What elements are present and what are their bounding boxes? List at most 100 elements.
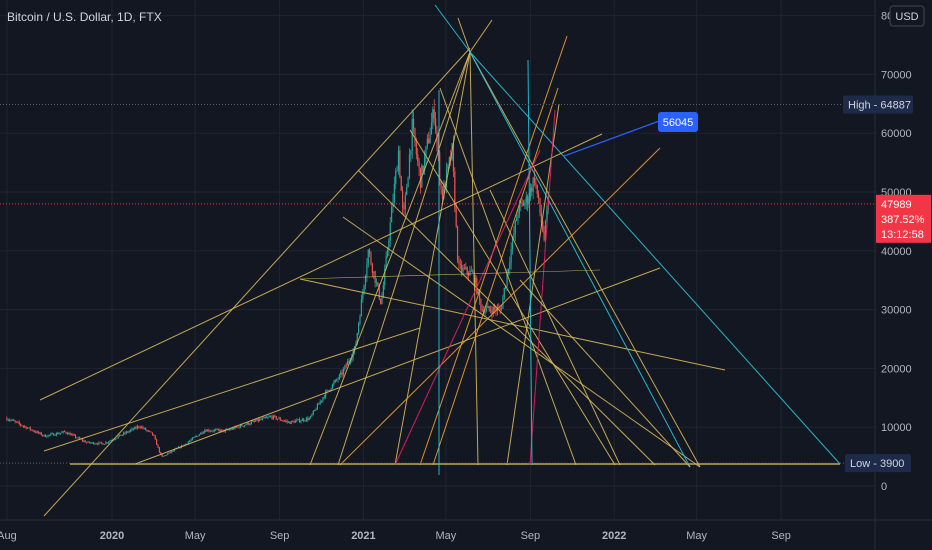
trend-line[interactable]	[469, 19, 493, 53]
y-tick-label: 60000	[881, 128, 912, 140]
trend-line[interactable]	[337, 51, 471, 466]
candle	[197, 435, 199, 437]
trend-line[interactable]	[469, 51, 701, 468]
candle	[338, 373, 340, 381]
candle	[384, 264, 386, 290]
candle	[212, 429, 214, 433]
candle	[331, 383, 334, 390]
candle	[20, 423, 22, 427]
candle	[35, 430, 37, 434]
trend-line[interactable]	[519, 279, 691, 468]
low-label: Low - 3900	[850, 458, 904, 470]
candle	[135, 425, 137, 430]
candle	[312, 410, 314, 416]
candle	[125, 430, 128, 435]
trend-line[interactable]	[457, 17, 471, 53]
trend-line[interactable]	[299, 269, 601, 280]
trend-line[interactable]	[394, 51, 471, 466]
candle	[206, 429, 209, 432]
candle	[72, 433, 74, 437]
candle	[17, 420, 19, 424]
x-tick-label: Aug	[0, 530, 17, 542]
callout-badge[interactable]: 56045	[658, 112, 698, 132]
trend-line[interactable]	[434, 4, 471, 53]
candle	[430, 112, 433, 135]
candle	[73, 433, 75, 436]
candle	[402, 186, 404, 215]
candle	[522, 200, 525, 206]
trend-line[interactable]	[527, 59, 533, 466]
candle	[204, 428, 206, 434]
candle	[7, 418, 9, 422]
trend-line[interactable]	[43, 327, 421, 452]
high-label: High - 64887	[848, 99, 911, 111]
candle	[107, 441, 110, 445]
trend-line[interactable]	[357, 169, 656, 466]
trend-line[interactable]	[299, 278, 726, 371]
last-price-badge: 47989 387.52% 13:12:58	[876, 194, 931, 243]
trend-line[interactable]	[506, 103, 560, 466]
candle	[216, 428, 218, 431]
candle	[393, 176, 395, 206]
candle	[208, 428, 210, 433]
candle	[296, 418, 298, 423]
trend-line[interactable]	[134, 267, 661, 465]
candle	[283, 419, 286, 422]
candle	[33, 430, 35, 433]
candle	[238, 426, 240, 429]
candle	[466, 266, 468, 279]
candle	[68, 432, 70, 435]
candle	[539, 197, 541, 217]
candle	[318, 402, 320, 405]
trend-line[interactable]	[394, 149, 541, 466]
trend-line[interactable]	[489, 189, 621, 466]
candle	[406, 183, 408, 196]
candle	[367, 248, 369, 268]
trend-line[interactable]	[39, 133, 603, 401]
candle	[342, 367, 345, 377]
currency-button[interactable]: USD	[889, 5, 925, 27]
candle	[489, 305, 492, 314]
trend-line[interactable]	[439, 87, 577, 466]
candle	[76, 437, 78, 439]
candle	[289, 421, 291, 424]
trend-line[interactable]	[432, 87, 559, 466]
candle	[127, 431, 129, 434]
candle	[377, 282, 379, 287]
trend-line[interactable]	[409, 129, 616, 466]
candle	[114, 438, 117, 441]
candle	[333, 379, 335, 387]
candle	[488, 305, 490, 312]
trend-line[interactable]	[342, 216, 701, 468]
candle	[441, 185, 444, 204]
candle	[298, 417, 301, 423]
candle	[391, 202, 393, 223]
candle	[245, 423, 247, 426]
x-tick-label: May	[435, 530, 456, 542]
candle	[408, 148, 411, 180]
candle	[14, 419, 16, 424]
candle	[274, 414, 276, 418]
drawing-lines: 56045	[0, 4, 875, 517]
candle	[202, 431, 204, 434]
candle	[344, 364, 346, 371]
trend-line[interactable]	[469, 51, 841, 465]
candle	[535, 177, 537, 189]
trend-line[interactable]	[469, 51, 479, 466]
trend-line[interactable]	[529, 109, 556, 466]
candle	[128, 430, 130, 434]
candle	[410, 149, 412, 163]
candle	[285, 419, 287, 423]
candle	[499, 305, 501, 315]
trend-line[interactable]	[339, 147, 661, 466]
trend-line[interactable]	[309, 51, 471, 466]
candle	[48, 434, 51, 437]
trend-line[interactable]	[43, 47, 471, 517]
candle	[25, 426, 27, 430]
candle	[256, 419, 258, 422]
candle	[147, 430, 150, 432]
trend-line[interactable]	[469, 51, 691, 468]
callout-label: 56045	[663, 117, 694, 129]
candle	[246, 422, 248, 426]
